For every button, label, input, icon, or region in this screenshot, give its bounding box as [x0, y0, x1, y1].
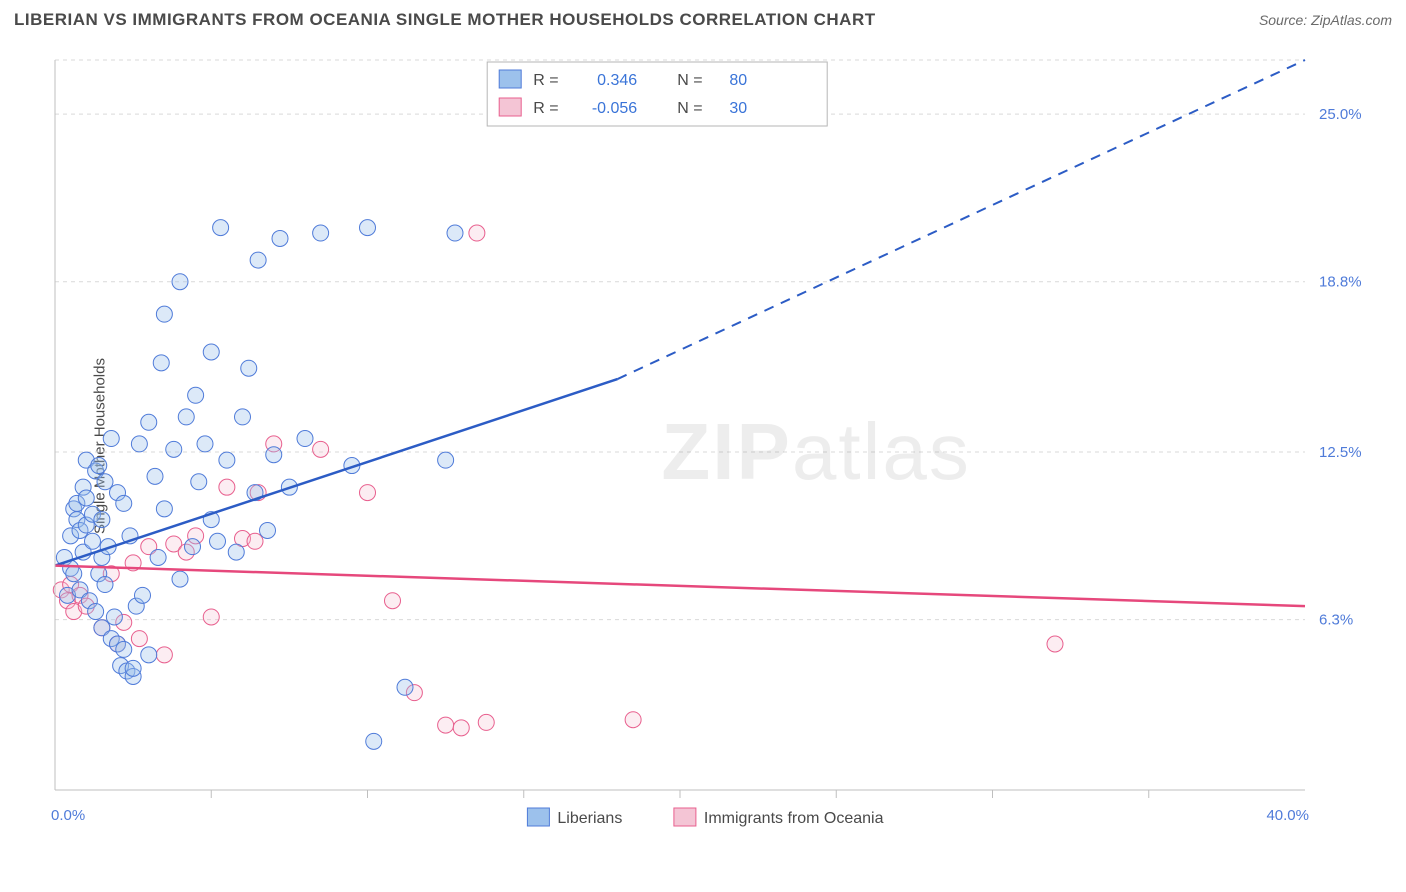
legend-swatch — [499, 70, 521, 88]
data-point — [219, 479, 235, 495]
y-tick-label: 6.3% — [1319, 612, 1353, 629]
data-point — [1047, 636, 1063, 652]
legend-n-label: N = — [677, 100, 702, 117]
data-point — [78, 490, 94, 506]
data-point — [156, 306, 172, 322]
data-point — [313, 441, 329, 457]
data-point — [141, 647, 157, 663]
y-tick-label: 25.0% — [1319, 106, 1362, 123]
data-point — [188, 387, 204, 403]
data-point — [178, 409, 194, 425]
data-point — [97, 577, 113, 593]
data-point — [191, 474, 207, 490]
data-point — [469, 225, 485, 241]
data-point — [97, 474, 113, 490]
data-point — [260, 522, 276, 538]
legend-swatch — [674, 808, 696, 826]
legend-n-value: 30 — [729, 100, 747, 117]
data-point — [150, 549, 166, 565]
data-point — [153, 355, 169, 371]
legend-n-value: 80 — [729, 72, 747, 89]
data-point — [235, 409, 251, 425]
data-point — [135, 587, 151, 603]
data-point — [266, 447, 282, 463]
data-point — [366, 733, 382, 749]
data-point — [172, 571, 188, 587]
data-point — [478, 714, 494, 730]
data-point — [247, 533, 263, 549]
data-point — [203, 609, 219, 625]
legend-r-value: -0.056 — [592, 100, 637, 117]
data-point — [116, 495, 132, 511]
data-point — [625, 712, 641, 728]
data-point — [313, 225, 329, 241]
trend-line-a — [55, 379, 618, 566]
data-point — [250, 252, 266, 268]
data-point — [116, 641, 132, 657]
data-point — [360, 220, 376, 236]
data-point — [241, 360, 257, 376]
data-point — [94, 512, 110, 528]
x-tick-label: 40.0% — [1266, 807, 1309, 824]
data-point — [360, 485, 376, 501]
trend-line-b — [55, 566, 1305, 607]
data-point — [438, 717, 454, 733]
data-point — [272, 230, 288, 246]
legend-r-label: R = — [533, 100, 558, 117]
data-point — [228, 544, 244, 560]
legend-r-value: 0.346 — [597, 72, 637, 89]
x-tick-label: 0.0% — [51, 807, 85, 824]
data-point — [219, 452, 235, 468]
source-attribution: Source: ZipAtlas.com — [1259, 12, 1392, 28]
data-point — [385, 593, 401, 609]
svg-text:ZIPatlas: ZIPatlas — [661, 407, 970, 496]
chart-svg: ZIPatlas 6.3% 12.5% 18.8% 25.0% 0.0% 40.0% R … — [45, 50, 1385, 830]
legend-series-label: Immigrants from Oceania — [704, 810, 884, 827]
legend-swatch — [527, 808, 549, 826]
scatter-chart: ZIPatlas 6.3% 12.5% 18.8% 25.0% 0.0% 40.0% R … — [45, 50, 1385, 830]
data-point — [397, 679, 413, 695]
data-point — [88, 604, 104, 620]
data-point — [438, 452, 454, 468]
legend-n-label: N = — [677, 72, 702, 89]
data-point — [141, 414, 157, 430]
data-point — [453, 720, 469, 736]
data-point — [172, 274, 188, 290]
legend-r-label: R = — [533, 72, 558, 89]
data-point — [147, 468, 163, 484]
data-point — [106, 609, 122, 625]
data-point — [197, 436, 213, 452]
data-point — [131, 436, 147, 452]
data-point — [156, 647, 172, 663]
data-point — [213, 220, 229, 236]
data-point — [185, 539, 201, 555]
data-point — [91, 458, 107, 474]
legend-swatch — [499, 98, 521, 116]
data-point — [166, 441, 182, 457]
data-point — [131, 631, 147, 647]
y-tick-label: 18.8% — [1319, 274, 1362, 291]
chart-title: LIBERIAN VS IMMIGRANTS FROM OCEANIA SING… — [14, 10, 876, 29]
data-point — [447, 225, 463, 241]
data-point — [125, 660, 141, 676]
data-point — [66, 566, 82, 582]
data-point — [210, 533, 226, 549]
data-point — [156, 501, 172, 517]
data-point — [203, 344, 219, 360]
data-point — [297, 431, 313, 447]
y-tick-label: 12.5% — [1319, 444, 1362, 461]
legend-series-label: Liberians — [557, 810, 622, 827]
data-point — [103, 431, 119, 447]
data-point — [85, 533, 101, 549]
